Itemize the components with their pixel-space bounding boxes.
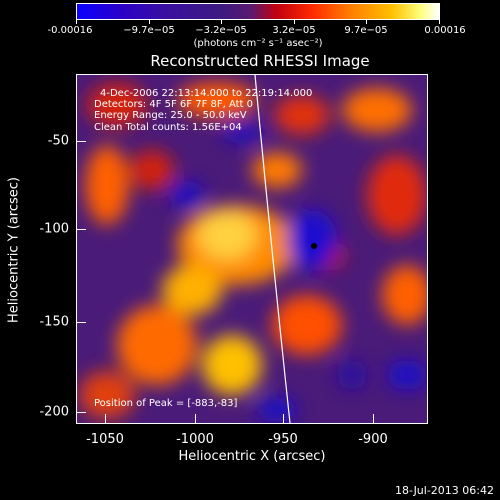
image-title: Reconstructed RHESSI Image [150, 52, 370, 70]
y-tick-label: -200 [39, 404, 69, 420]
colorbar-tick [76, 20, 77, 24]
colorbar-label: 0.00016 [424, 25, 466, 36]
colorbar-tick [439, 20, 440, 24]
colorbar-tick [294, 20, 295, 24]
colorbar [76, 3, 440, 20]
colorbar-tick [221, 20, 222, 24]
peak-position: Position of Peak = [-883,-83] [94, 398, 238, 409]
y-axis-title: Heliocentric Y (arcsec) [6, 177, 22, 323]
x-tick-label: -900 [358, 432, 388, 447]
y-tick [76, 412, 86, 413]
footer-date: 18-Jul-2013 06:42 [394, 484, 494, 497]
y-tick [76, 229, 86, 230]
colorbar-tick [149, 20, 150, 24]
info-algorithm: Clean Total counts: 1.56E+04 [94, 122, 242, 133]
x-tick [283, 414, 284, 424]
colorbar-label: -0.00016 [47, 25, 93, 36]
y-tick-label: -50 [47, 133, 69, 149]
info-time-range: 4-Dec-2006 22:13:14.000 to 22:19:14.000 [100, 88, 313, 99]
solar-limb [254, 75, 291, 423]
colorbar-label: 3.2e−05 [272, 25, 316, 36]
x-axis-title: Heliocentric X (arcsec) [178, 449, 326, 464]
y-tick [76, 141, 86, 142]
colorbar-label: 9.7e−05 [344, 25, 388, 36]
info-detectors: Detectors: 4F 5F 6F 7F 8F, Att 0 [94, 99, 254, 110]
y-tick-label: -150 [39, 314, 69, 330]
rhessi-image [77, 75, 427, 423]
peak-marker [311, 243, 317, 249]
colorbar-label: −3.2e−05 [195, 25, 247, 36]
x-tick [373, 414, 374, 424]
x-tick-label: -1000 [176, 432, 214, 447]
x-tick [195, 414, 196, 424]
colorbar-label: −9.7e−05 [123, 25, 175, 36]
info-energy: Energy Range: 25.0 - 50.0 keV [94, 110, 247, 121]
x-tick-label: -950 [268, 432, 298, 447]
x-tick-label: -1050 [86, 432, 124, 447]
image-plot [76, 74, 428, 424]
y-tick-label: -100 [39, 221, 69, 237]
x-tick [105, 414, 106, 424]
y-tick [76, 322, 86, 323]
colorbar-unit: (photons cm⁻² s⁻¹ asec⁻²) [193, 38, 323, 49]
colorbar-tick [366, 20, 367, 24]
